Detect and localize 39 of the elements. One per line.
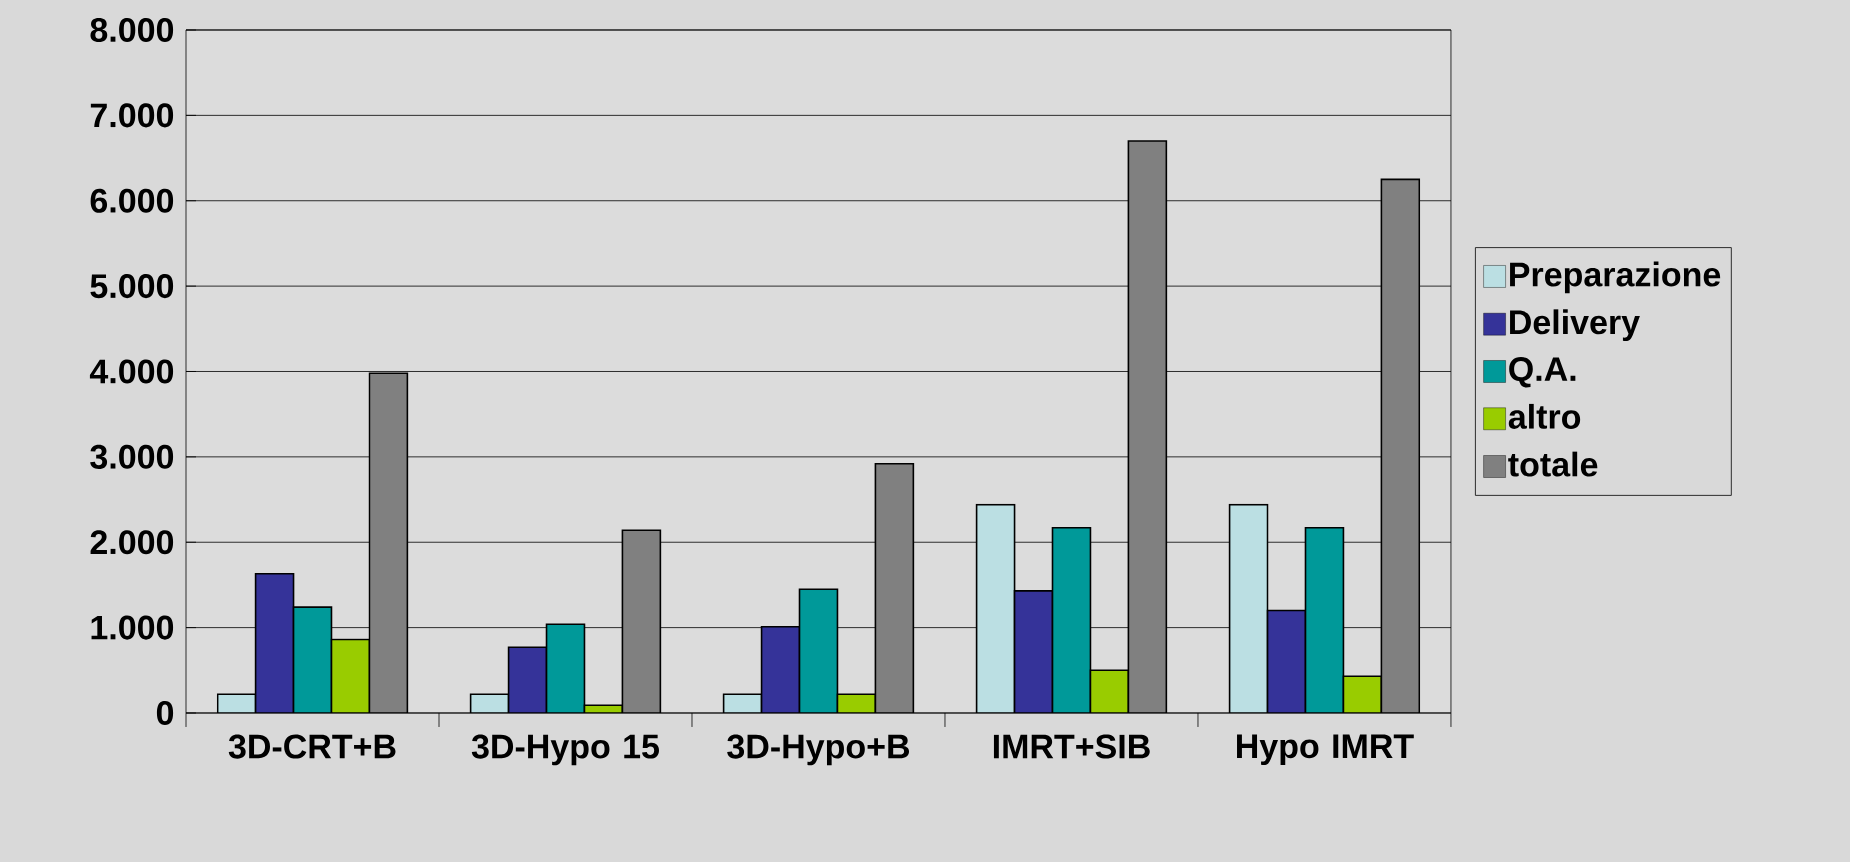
bar [799, 589, 838, 713]
bar [875, 463, 914, 713]
bar [1014, 590, 1053, 713]
y-tick-label: 1.000 [91, 615, 174, 640]
y-tick-label: 0 [156, 700, 174, 726]
bar [369, 373, 408, 713]
bar [622, 530, 661, 713]
y-tick-label: 6.000 [90, 188, 174, 213]
bar [293, 607, 332, 713]
bar [1266, 609, 1307, 713]
bar [1052, 527, 1091, 713]
bar [1228, 503, 1269, 713]
x-tick-label: Hypo IMRT [1237, 734, 1414, 765]
bar [761, 626, 800, 713]
x-tick-label: IMRT+SIB [993, 734, 1150, 759]
legend-label: Delivery [1510, 309, 1640, 342]
bar [255, 573, 294, 713]
y-tick-label: 4.000 [89, 359, 174, 384]
bar [331, 639, 370, 713]
x-tick-label: 3D-CRT+B [228, 734, 396, 759]
bar [976, 504, 1015, 713]
y-tick-label: 7.000 [90, 103, 174, 128]
y-tick-label: 2.000 [90, 530, 174, 555]
x-tick-label: 3D-Hypo+B [727, 734, 910, 766]
bar [508, 647, 547, 713]
y-tick-label: 3.000 [90, 444, 174, 469]
bar [1380, 178, 1421, 713]
y-tick-label: 8.000 [90, 17, 174, 43]
bar [546, 624, 585, 713]
bar [1090, 670, 1129, 713]
legend-label: altro [1508, 403, 1581, 429]
y-tick-label: 5.000 [90, 274, 174, 299]
bar [1342, 675, 1383, 713]
legend-label: Q.A. [1509, 357, 1576, 388]
legend-label: Preparazione [1510, 261, 1721, 294]
legend-label: totale [1508, 451, 1598, 477]
bar [1304, 526, 1345, 713]
x-tick-label: 3D-Hypo 15 [471, 734, 659, 766]
bar [1128, 140, 1167, 713]
